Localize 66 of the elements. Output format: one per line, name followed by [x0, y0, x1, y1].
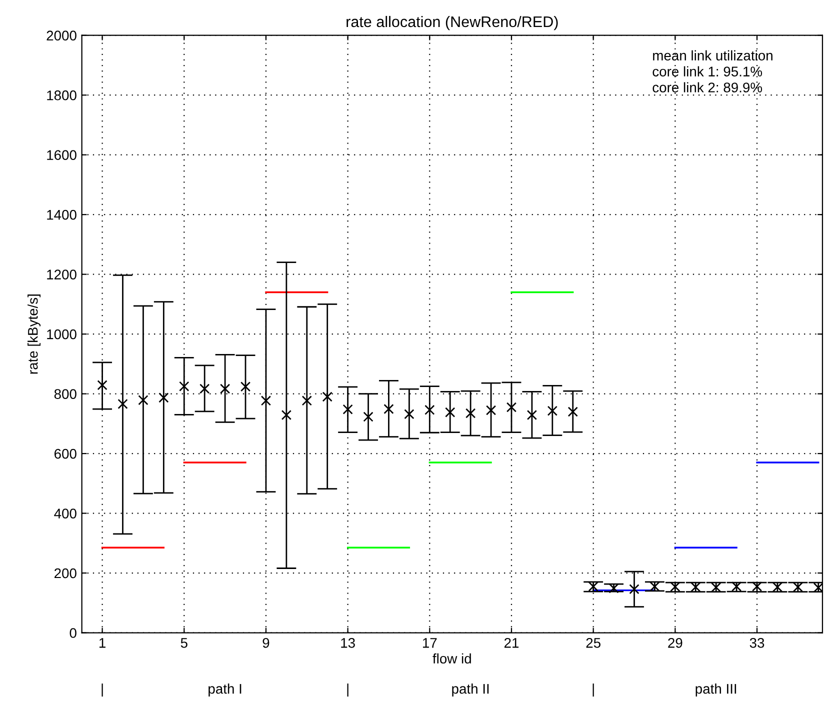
point: [486, 405, 496, 416]
point: [158, 392, 169, 403]
x-tick-label: 9: [262, 638, 270, 648]
point: [690, 582, 701, 592]
x-axis-title: flow id: [432, 653, 471, 664]
text: |: [592, 684, 594, 697]
text: path II: [452, 684, 489, 696]
point: [772, 582, 783, 592]
point: [629, 584, 640, 594]
point: [588, 581, 598, 592]
point: [608, 583, 619, 594]
point: [118, 398, 128, 410]
y-tick-label: 1600: [47, 150, 76, 160]
point: [384, 404, 394, 414]
point: [97, 380, 108, 390]
point: [792, 582, 804, 592]
x-tick-label: 5: [180, 638, 188, 648]
point: [526, 410, 538, 420]
point: [465, 408, 476, 418]
chart-title: rate allocation (NewReno/RED): [346, 16, 558, 30]
point: [220, 384, 230, 394]
y-tick-label: 400: [54, 508, 76, 518]
text: path III: [696, 684, 736, 696]
point: [445, 407, 456, 418]
point: [302, 396, 312, 406]
y-tick-label: 1000: [47, 329, 76, 340]
point: [752, 581, 762, 592]
x-tick-label: 17: [422, 638, 437, 648]
y-tick-label: 1400: [47, 210, 76, 220]
point: [260, 396, 272, 406]
text: path I: [208, 684, 242, 696]
y-tick-label: 800: [54, 389, 76, 399]
point: [670, 582, 680, 592]
x-tick-label: 21: [504, 638, 519, 648]
y-tick-label: 1800: [47, 90, 76, 100]
text: |: [347, 684, 348, 697]
point: [363, 412, 374, 422]
y-tick-label: 2000: [46, 30, 76, 41]
point: [731, 581, 742, 592]
annotation: mean link utilization core link 1: 95.1% core link 2: 89.9%: [652, 50, 772, 92]
point: [568, 406, 578, 417]
y-tick-label: 200: [54, 568, 76, 578]
point: [240, 382, 251, 392]
point: [813, 582, 822, 593]
point: [200, 384, 210, 394]
point: [281, 410, 292, 420]
point: [342, 404, 353, 414]
point: [322, 392, 332, 402]
point: [506, 402, 517, 412]
point: [650, 581, 660, 592]
x-tick-label: 29: [668, 638, 682, 648]
x-tick-label: 25: [586, 638, 600, 648]
point: [179, 381, 190, 392]
x-tick-label: 13: [341, 638, 355, 648]
text: |: [102, 684, 103, 697]
y-tick-label: 0: [70, 628, 76, 638]
x-tick-label: 33: [750, 638, 764, 648]
y-axis-title: rate [kByte/s]: [28, 294, 41, 374]
y-tick-label: 600: [54, 448, 76, 459]
x-tick-label: 1: [99, 638, 106, 648]
point: [404, 409, 414, 420]
point: [711, 582, 722, 592]
point: [547, 406, 558, 416]
y-tick-label: 1200: [47, 270, 76, 280]
point: [424, 404, 435, 416]
point: [138, 394, 148, 406]
